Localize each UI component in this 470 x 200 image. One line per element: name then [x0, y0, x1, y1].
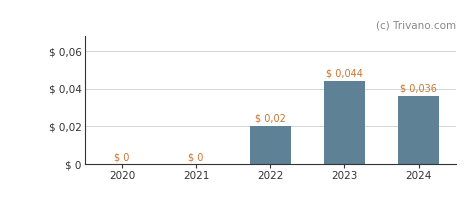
- Text: (c) Trivano.com: (c) Trivano.com: [376, 20, 456, 30]
- Text: $ 0: $ 0: [188, 152, 204, 162]
- Bar: [250, 126, 290, 164]
- Text: $ 0,02: $ 0,02: [255, 114, 286, 124]
- Text: $ 0,044: $ 0,044: [326, 68, 363, 78]
- Bar: [324, 81, 365, 164]
- Bar: [398, 96, 439, 164]
- Text: $ 0,036: $ 0,036: [400, 83, 437, 93]
- Text: $ 0: $ 0: [114, 152, 130, 162]
